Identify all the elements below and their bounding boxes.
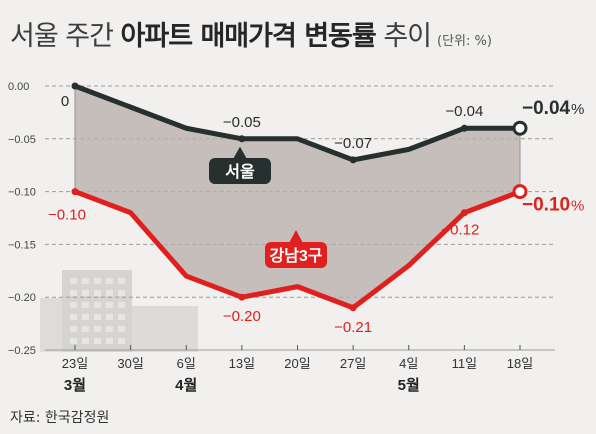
building-window — [82, 278, 89, 284]
building-window — [94, 302, 101, 308]
building-window — [106, 278, 113, 284]
building-window — [82, 290, 89, 296]
building-window — [94, 326, 101, 332]
building-window — [70, 278, 77, 284]
building-window — [70, 302, 77, 308]
building-window — [70, 326, 77, 332]
building-window — [82, 314, 89, 320]
data-point — [71, 188, 79, 196]
building-window — [106, 314, 113, 320]
data-point — [238, 293, 246, 301]
building-window — [70, 338, 77, 344]
building-window — [106, 338, 113, 344]
y-tick-label: −0.10 — [8, 187, 36, 199]
data-label: −0.05 — [223, 114, 261, 131]
building-window — [106, 302, 113, 308]
data-label: −0.07 — [334, 135, 372, 152]
data-label: −0.10 — [48, 207, 86, 224]
source-note: 자료: 한국감정원 — [10, 410, 110, 426]
building-window — [94, 338, 101, 344]
title-light: 서울 주간 — [10, 21, 121, 52]
final-value-label: −0.10 — [522, 195, 570, 216]
building-window — [106, 290, 113, 296]
building-window — [82, 338, 89, 344]
y-tick-label: −0.25 — [8, 345, 36, 357]
end-marker — [512, 184, 528, 200]
y-tick-label: 0.00 — [8, 81, 29, 93]
data-point — [460, 209, 468, 217]
building-window — [82, 326, 89, 332]
data-point — [349, 156, 357, 164]
y-tick-label: −0.05 — [8, 134, 36, 146]
x-tick-label: 13일 — [229, 356, 255, 371]
x-tick-label: 30일 — [117, 356, 143, 371]
x-tick-label: 20일 — [284, 356, 310, 371]
month-label: 5월 — [398, 377, 420, 394]
series-name-label: 서울 — [225, 163, 255, 181]
data-label: −0.20 — [223, 308, 261, 325]
series-line — [72, 83, 523, 163]
data-label: −0.04 — [445, 103, 483, 120]
building-window — [118, 290, 125, 296]
band-area — [75, 86, 520, 308]
building-window — [82, 302, 89, 308]
building-window — [118, 326, 125, 332]
x-tick-label: 4일 — [399, 356, 418, 371]
chart-title: 서울 주간 아파트 매매가격 변동률 추이 (단위: %) — [10, 14, 492, 53]
series-tag-pointer — [289, 230, 303, 243]
series-tag-pointer — [233, 146, 247, 159]
title-tail: 추이 — [375, 21, 432, 52]
final-value-label: −0.04 — [522, 98, 571, 119]
y-tick-label: −0.20 — [8, 292, 36, 304]
building-window — [118, 278, 125, 284]
data-point — [349, 304, 357, 312]
building-shape — [132, 306, 198, 352]
month-label: 4월 — [175, 377, 197, 394]
building-window — [106, 326, 113, 332]
building-window — [118, 314, 125, 320]
building-window — [94, 278, 101, 284]
data-label: −0.12 — [441, 222, 479, 239]
building-window — [94, 314, 101, 320]
data-point — [460, 124, 468, 132]
building-window — [118, 302, 125, 308]
unit-label: (단위: %) — [437, 34, 492, 49]
series-line — [72, 189, 523, 311]
x-tick-label: 23일 — [62, 356, 88, 371]
title-bold: 아파트 매매가격 변동률 — [120, 21, 377, 52]
final-value-unit: % — [571, 101, 584, 118]
series-tag — [209, 158, 271, 184]
building-window — [118, 338, 125, 344]
x-tick-label: 18일 — [507, 356, 533, 371]
x-tick-label: 6일 — [177, 356, 196, 371]
y-tick-label: −0.15 — [8, 239, 36, 251]
data-label: −0.21 — [334, 319, 372, 336]
end-marker — [512, 120, 528, 136]
data-label: 0 — [61, 93, 69, 110]
data-point — [238, 135, 246, 143]
building-window — [94, 290, 101, 296]
building-window — [70, 314, 77, 320]
building-window — [70, 290, 77, 296]
data-point — [71, 82, 79, 90]
month-label: 3월 — [64, 377, 86, 394]
x-tick-label: 11일 — [452, 356, 477, 371]
series-name-label: 강남3구 — [269, 247, 322, 265]
final-value-unit: % — [571, 198, 584, 215]
series-tag — [265, 242, 327, 268]
x-tick-label: 27일 — [340, 356, 366, 371]
